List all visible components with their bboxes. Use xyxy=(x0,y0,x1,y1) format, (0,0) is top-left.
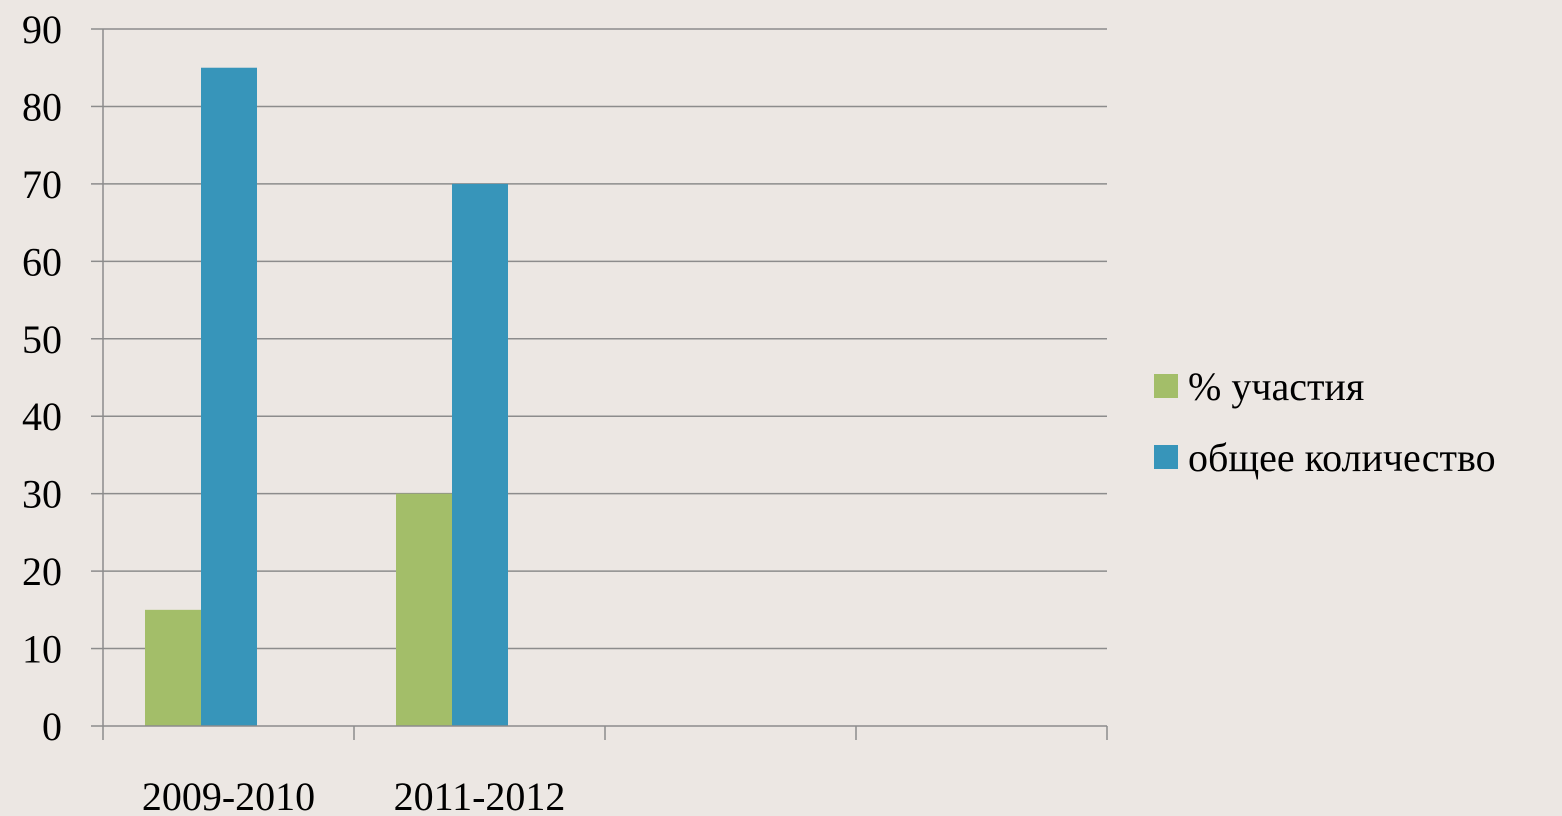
bar-participation-1 xyxy=(145,609,201,726)
legend-swatch-total xyxy=(1154,445,1178,469)
y-tick-label: 60 xyxy=(22,239,62,284)
y-tick-labels: 0 10 20 30 40 50 60 70 80 90 xyxy=(22,7,62,749)
x-tick-labels: 2009-2010 2011-2012 xyxy=(142,774,566,816)
bar-total-1 xyxy=(201,67,257,726)
y-tick-label: 0 xyxy=(42,704,62,749)
bars xyxy=(145,67,508,726)
legend: % участия общее количество xyxy=(1154,364,1496,480)
x-tick-label: 2011-2012 xyxy=(394,774,566,816)
y-tick-label: 90 xyxy=(22,7,62,52)
x-tick-label: 2009-2010 xyxy=(142,774,315,816)
legend-label-total: общее количество xyxy=(1188,435,1496,480)
y-tick-label: 50 xyxy=(22,317,62,362)
y-tick-label: 20 xyxy=(22,549,62,594)
y-tick-label: 70 xyxy=(22,162,62,207)
bar-participation-2 xyxy=(396,493,452,726)
legend-label-participation: % участия xyxy=(1188,364,1364,409)
y-tick-label: 30 xyxy=(22,472,62,517)
y-tick-label: 40 xyxy=(22,394,62,439)
axes xyxy=(91,28,1108,740)
gridlines xyxy=(103,28,1107,650)
legend-swatch-participation xyxy=(1154,374,1178,398)
y-tick-label: 10 xyxy=(22,627,62,672)
bar-total-2 xyxy=(452,183,508,726)
y-tick-label: 80 xyxy=(22,84,62,129)
